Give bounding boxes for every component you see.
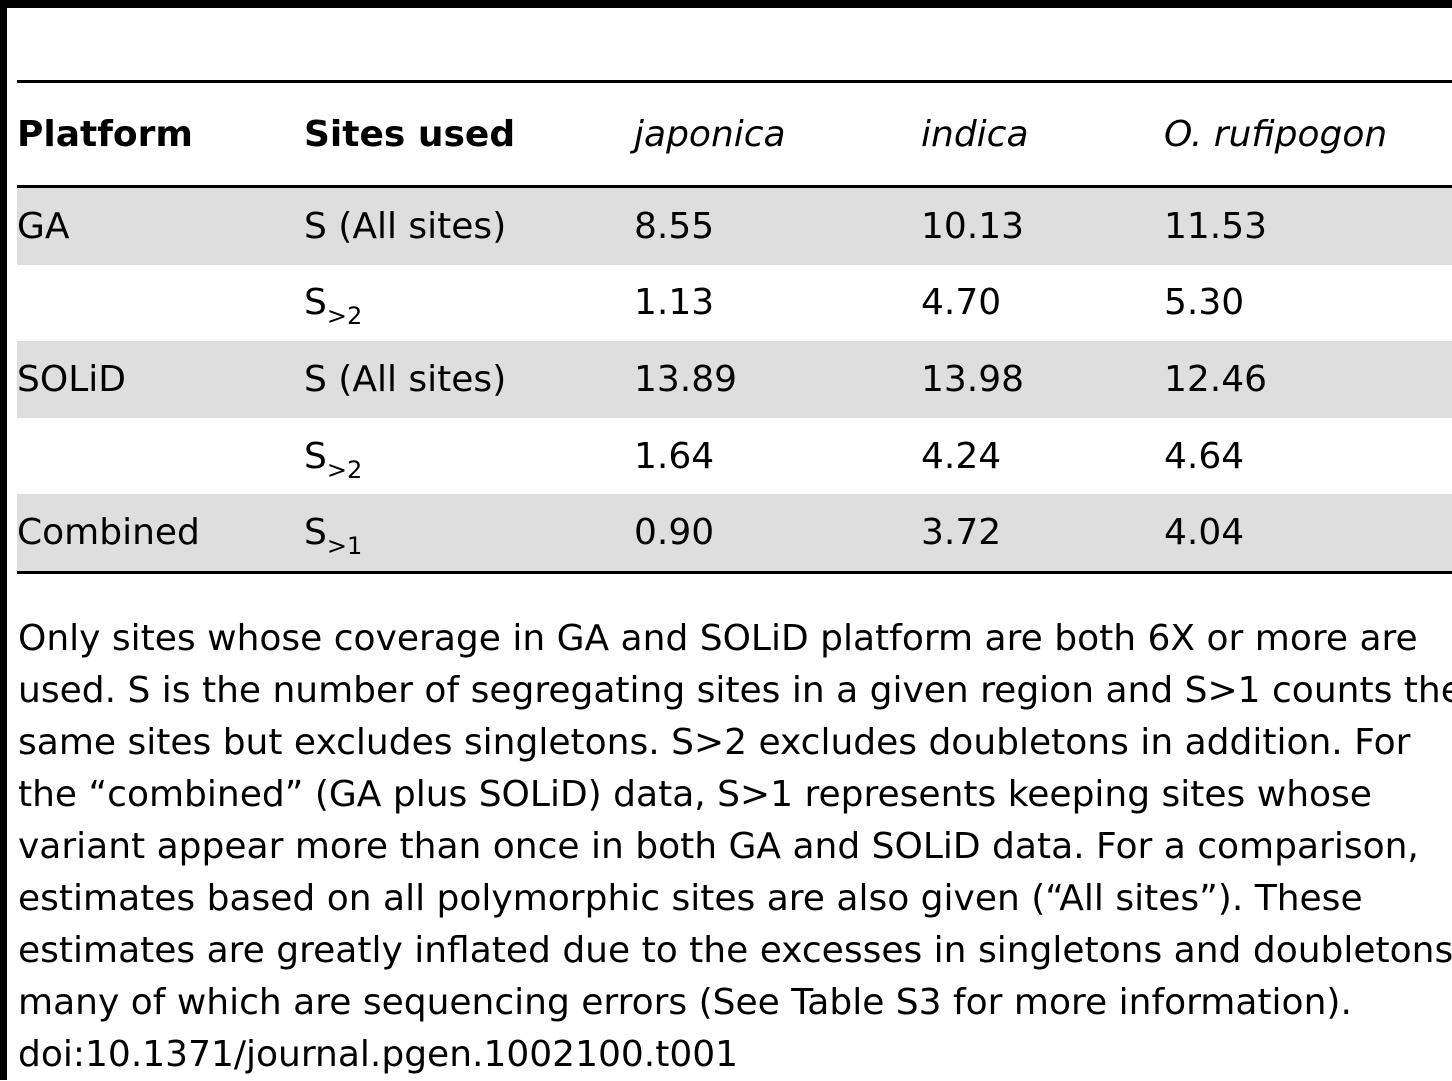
footnote-line: used. S is the number of segregating sit… — [18, 670, 1452, 711]
table-footnote: Only sites whose coverage in GA and SOLi… — [18, 613, 1452, 1081]
table-bottom-rule — [17, 570, 1452, 574]
footnote-line: many of which are sequencing errors (See… — [18, 982, 1352, 1023]
sites-subscript: >2 — [326, 302, 363, 331]
cell-platform: SOLiD — [17, 358, 126, 400]
cell-japonica: 13.89 — [634, 358, 738, 400]
cell-japonica: 1.64 — [634, 435, 715, 477]
footnote-line: the “combined” (GA plus SOLiD) data, S>1… — [18, 774, 1372, 815]
doi-line[interactable]: doi:10.1371/journal.pgen.1002100.t001 — [18, 1034, 739, 1075]
sites-base: S — [304, 512, 327, 554]
cell-platform — [17, 265, 304, 342]
cell-platform: Combined — [17, 512, 200, 554]
cell-indica: 10.13 — [921, 205, 1025, 247]
header-sites-used: Sites used — [304, 113, 516, 155]
data-table-body: GA S (All sites) 8.55 10.13 11.53 S>2 1.… — [17, 188, 1452, 571]
header-rufipogon: O. rufipogon — [1164, 113, 1388, 155]
cell-rufipogon: 11.53 — [1164, 205, 1268, 247]
top-rule — [7, 0, 1452, 8]
header-japonica: japonica — [634, 113, 786, 155]
cell-rufipogon: 5.30 — [1164, 282, 1245, 324]
sites-base: S (All sites) — [304, 205, 507, 247]
sites-base: S — [304, 282, 327, 324]
cell-sites-used: S>1 — [304, 494, 634, 571]
cell-japonica: 1.13 — [634, 282, 715, 324]
cell-indica: 13.98 — [921, 358, 1025, 400]
left-border-bar — [0, 0, 7, 1080]
data-table: Platform Sites used japonica indica O. r… — [17, 83, 1452, 185]
header-platform: Platform — [17, 113, 193, 155]
cell-indica: 4.70 — [921, 282, 1002, 324]
sites-subscript: >2 — [326, 455, 363, 484]
footnote-line: variant appear more than once in both GA… — [18, 826, 1419, 867]
footnote-line: estimates are greatly inflated due to th… — [18, 930, 1452, 971]
cell-rufipogon: 4.64 — [1164, 435, 1245, 477]
cell-platform — [17, 418, 304, 495]
cell-sites-used: S (All sites) — [304, 188, 634, 265]
footnote-line: estimates based on all polymorphic sites… — [18, 878, 1363, 919]
header-bottom-rule — [17, 185, 1452, 188]
cell-japonica: 8.55 — [634, 205, 715, 247]
cell-indica: 3.72 — [921, 512, 1002, 554]
cell-sites-used: S (All sites) — [304, 341, 634, 418]
table-row: S>2 1.13 4.70 5.30 — [17, 265, 1452, 342]
table-row: Combined S>1 0.90 3.72 4.04 — [17, 494, 1452, 571]
cell-platform: GA — [17, 205, 70, 247]
cell-sites-used: S>2 — [304, 265, 634, 342]
footnote-line: Only sites whose coverage in GA and SOLi… — [18, 618, 1418, 659]
table-header-row: Platform Sites used japonica indica O. r… — [17, 83, 1452, 185]
cell-rufipogon: 4.04 — [1164, 512, 1245, 554]
table-row: S>2 1.64 4.24 4.64 — [17, 418, 1452, 495]
sites-base: S (All sites) — [304, 358, 507, 400]
cell-rufipogon: 12.46 — [1164, 358, 1268, 400]
table-top-rule — [17, 80, 1452, 83]
header-indica: indica — [921, 113, 1029, 155]
table-row: GA S (All sites) 8.55 10.13 11.53 — [17, 188, 1452, 265]
footnote-line: same sites but excludes singletons. S>2 … — [18, 722, 1411, 763]
cell-indica: 4.24 — [921, 435, 1002, 477]
table-container: Platform Sites used japonica indica O. r… — [17, 80, 1452, 574]
sites-subscript: >1 — [326, 532, 363, 561]
cell-sites-used: S>2 — [304, 418, 634, 495]
table-row: SOLiD S (All sites) 13.89 13.98 12.46 — [17, 341, 1452, 418]
sites-base: S — [304, 435, 327, 477]
cell-japonica: 0.90 — [634, 512, 715, 554]
